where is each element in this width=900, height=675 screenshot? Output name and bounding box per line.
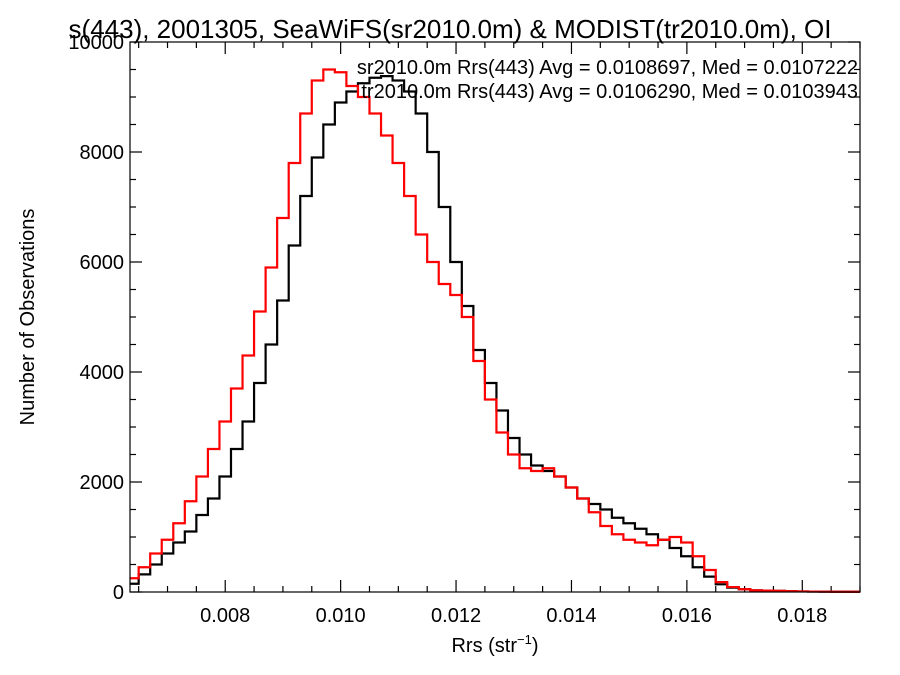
x-tick-label: 0.018 <box>777 605 827 627</box>
y-tick-labels: 0 2000 4000 6000 8000 10000 <box>68 32 124 604</box>
y-tick-label: 0 <box>113 582 124 604</box>
series-layer <box>130 68 860 593</box>
y-tick-label: 10000 <box>68 32 124 54</box>
x-tick-labels: 0.008 0.010 0.012 0.014 0.016 0.018 <box>200 605 827 627</box>
legend-entry-series-0: sr2010.0m Rrs(443) Avg = 0.0108697, Med … <box>357 57 858 79</box>
series-line-0 <box>130 75 860 593</box>
x-axis-label-main: Rrs (str <box>451 635 517 657</box>
y-tick-label: 2000 <box>80 472 125 494</box>
plot-frame <box>129 41 861 593</box>
x-tick-label: 0.010 <box>316 605 366 627</box>
legend-entry-series-1: tr2010.0m Rrs(443) Avg = 0.0106290, Med … <box>361 81 858 103</box>
x-tick-label: 0.014 <box>546 605 596 627</box>
axis-ticks <box>130 41 861 593</box>
series-line-1 <box>130 68 860 593</box>
y-axis-label: Number of Observations <box>17 209 39 426</box>
x-axis-label: Rrs (str−1) <box>451 632 538 657</box>
x-tick-label: 0.008 <box>200 605 250 627</box>
x-tick-label: 0.016 <box>662 605 712 627</box>
x-tick-label: 0.012 <box>431 605 481 627</box>
y-tick-label: 4000 <box>80 362 125 384</box>
chart-title: s(443), 2001305, SeaWiFS(sr2010.0m) & MO… <box>69 14 832 44</box>
x-axis-label-close: ) <box>532 635 539 657</box>
x-axis-label-superscript: −1 <box>517 632 532 647</box>
y-tick-label: 6000 <box>80 252 125 274</box>
y-tick-label: 8000 <box>80 142 125 164</box>
